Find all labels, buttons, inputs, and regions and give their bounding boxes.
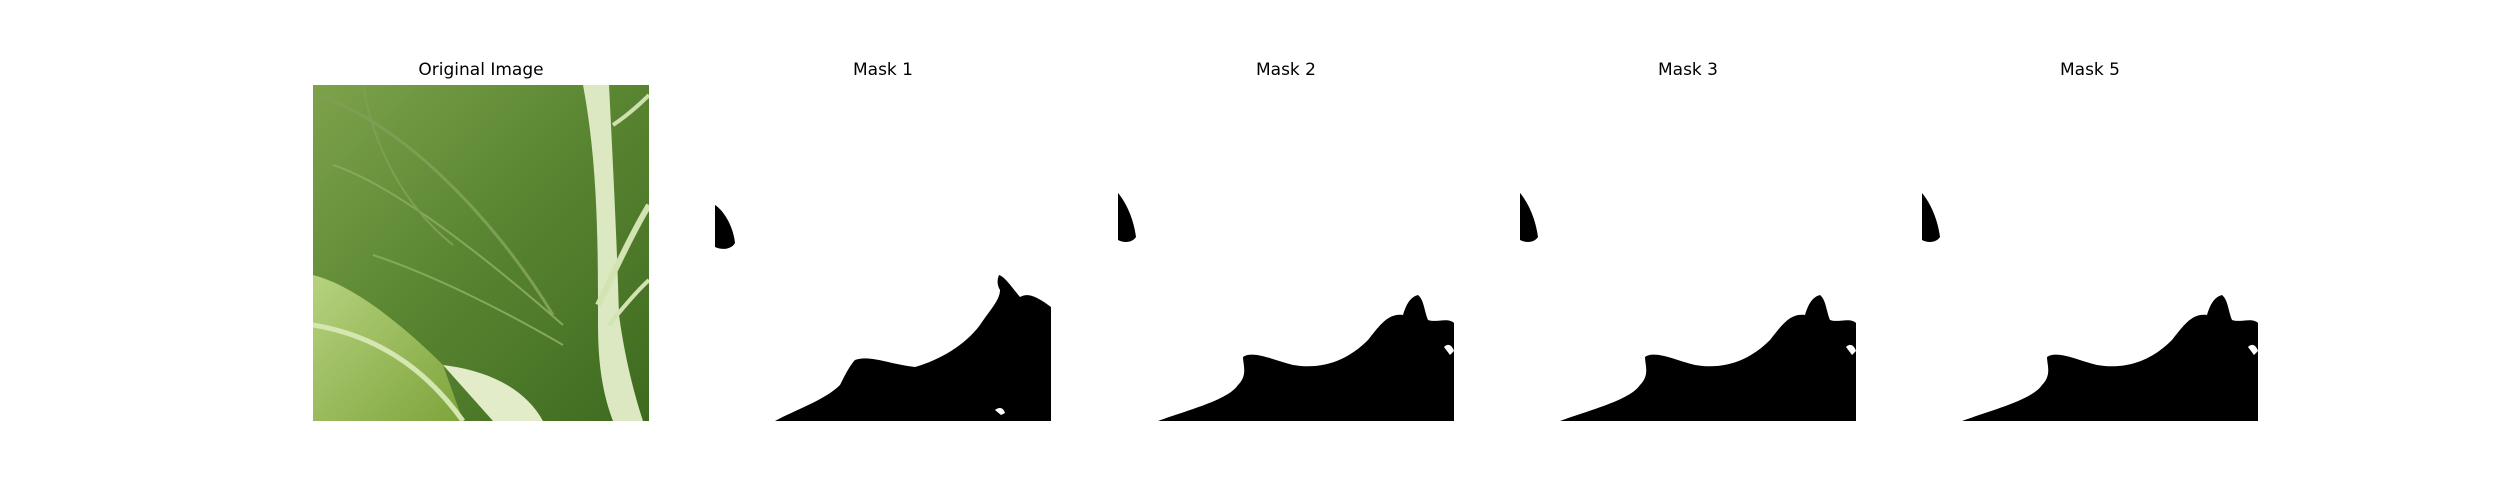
panel-title-original-image: Original Image	[418, 60, 544, 80]
mask-hole	[995, 408, 1005, 415]
mask-hole	[1444, 344, 1454, 355]
mask-3-image	[1520, 193, 1856, 421]
mask-1-image	[715, 205, 1051, 421]
secondary-vein	[332, 164, 564, 326]
lower-leaf-vein	[313, 322, 466, 421]
mask-region-main	[1962, 295, 2258, 421]
panel-title-mask-1: Mask 1	[852, 60, 913, 80]
mask-region-top-left	[715, 205, 735, 249]
mask-region-top-left	[1520, 193, 1538, 242]
mask-hole	[2248, 344, 2258, 355]
panel-title-mask-3: Mask 3	[1657, 60, 1718, 80]
stem-branch	[607, 278, 649, 327]
lower-leaf	[313, 275, 463, 421]
secondary-vein	[313, 93, 555, 316]
stem-branch	[595, 203, 649, 307]
panel-title-mask-5: Mask 5	[2059, 60, 2120, 80]
stem-branch	[611, 93, 649, 127]
mask-region-main	[1158, 295, 1454, 421]
mask-5-image	[1922, 193, 2258, 421]
mask-region-top-left	[1922, 193, 1940, 242]
mask-region-top-left	[1118, 193, 1136, 242]
pale-stem-base	[443, 365, 543, 421]
mask-2-image	[1118, 193, 1454, 421]
panel-title-mask-2: Mask 2	[1255, 60, 1316, 80]
main-stem	[583, 85, 643, 421]
mask-hole	[1846, 344, 1856, 355]
mask-region-main	[1560, 295, 1856, 421]
secondary-vein	[372, 254, 564, 346]
original-image	[313, 85, 649, 421]
mask-region-main	[775, 275, 1051, 421]
secondary-vein	[362, 85, 454, 246]
